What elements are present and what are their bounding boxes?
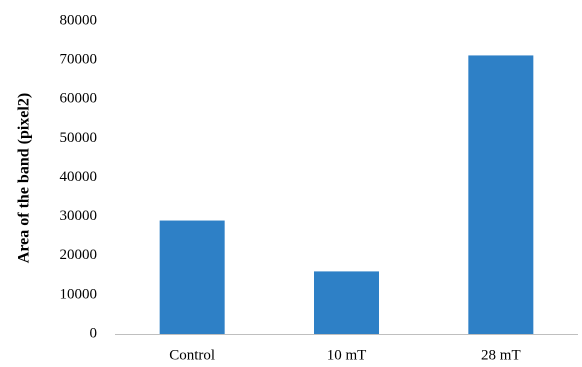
- x-tick-label: Control: [169, 347, 215, 363]
- bar-28-mt: [468, 55, 534, 335]
- bar-10-mt: [314, 271, 379, 334]
- bars-group: [159, 55, 534, 335]
- y-tick-label: 10000: [60, 286, 98, 302]
- bar-control: [159, 220, 225, 334]
- x-tick-label: 28 mT: [481, 347, 521, 363]
- y-tick-label: 0: [90, 325, 98, 341]
- y-tick-label: 80000: [60, 12, 98, 28]
- y-axis-ticks: 0 10000 20000 30000 40000 50000 60000 70000 8000…: [60, 12, 98, 341]
- y-tick-label: 50000: [60, 130, 98, 146]
- y-tick-label: 70000: [60, 52, 98, 68]
- y-tick-label: 20000: [60, 247, 98, 263]
- x-axis-ticks: Control 10 mT 28 mT: [169, 347, 520, 363]
- x-tick-label: 10 mT: [327, 347, 367, 363]
- y-tick-label: 30000: [60, 208, 98, 224]
- y-axis-title-group: Area of the band (pixel2): [16, 93, 33, 263]
- y-axis-title: Area of the band (pixel2): [16, 93, 33, 263]
- y-tick-label: 40000: [60, 169, 98, 185]
- y-tick-label: 60000: [60, 91, 98, 107]
